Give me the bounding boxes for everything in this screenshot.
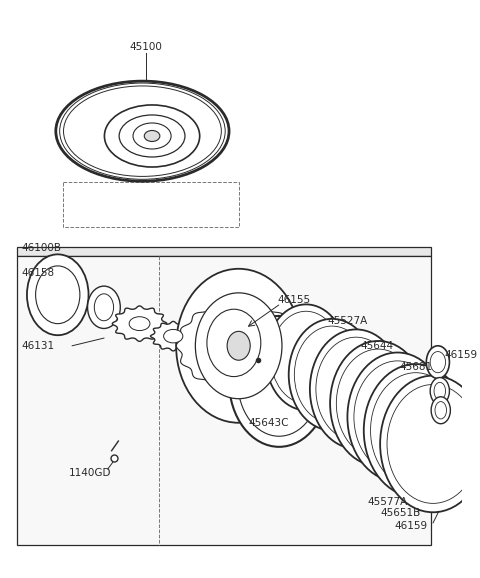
Ellipse shape (434, 383, 445, 399)
Ellipse shape (430, 351, 445, 373)
Polygon shape (112, 306, 167, 342)
Ellipse shape (36, 266, 80, 324)
Text: 45577A: 45577A (368, 497, 408, 507)
Ellipse shape (380, 376, 480, 512)
Ellipse shape (387, 384, 479, 503)
Ellipse shape (229, 316, 329, 447)
Ellipse shape (119, 115, 185, 157)
Ellipse shape (354, 361, 441, 473)
Ellipse shape (144, 131, 160, 142)
Polygon shape (17, 256, 431, 545)
Text: 46159: 46159 (444, 350, 478, 361)
Ellipse shape (426, 346, 449, 379)
Ellipse shape (56, 81, 229, 181)
Ellipse shape (371, 373, 461, 488)
Ellipse shape (336, 349, 420, 458)
Ellipse shape (133, 123, 171, 149)
Text: 45100: 45100 (130, 42, 163, 53)
Ellipse shape (87, 286, 120, 328)
Ellipse shape (94, 294, 114, 321)
Ellipse shape (330, 341, 426, 466)
Ellipse shape (431, 397, 450, 424)
Ellipse shape (164, 329, 183, 343)
Polygon shape (151, 321, 196, 351)
Ellipse shape (207, 309, 261, 377)
Polygon shape (62, 182, 239, 227)
Ellipse shape (316, 337, 396, 441)
Ellipse shape (310, 329, 402, 449)
Ellipse shape (176, 269, 301, 423)
Ellipse shape (294, 326, 370, 423)
Ellipse shape (271, 312, 341, 403)
Polygon shape (431, 348, 441, 425)
Polygon shape (17, 247, 431, 256)
Ellipse shape (364, 364, 468, 497)
Text: 46159: 46159 (395, 521, 428, 531)
Text: 45651B: 45651B (380, 508, 420, 518)
Text: 46100B: 46100B (21, 243, 61, 253)
Ellipse shape (195, 293, 282, 399)
Ellipse shape (265, 305, 347, 410)
Text: 45644: 45644 (361, 341, 394, 351)
Ellipse shape (435, 402, 446, 419)
Ellipse shape (348, 353, 447, 481)
Ellipse shape (227, 331, 250, 360)
Text: 45643C: 45643C (248, 418, 289, 428)
Ellipse shape (288, 319, 375, 431)
Text: 46155: 46155 (277, 295, 310, 305)
Ellipse shape (238, 327, 321, 436)
Ellipse shape (27, 254, 88, 335)
Ellipse shape (430, 377, 449, 405)
Ellipse shape (60, 83, 225, 179)
Text: 46158: 46158 (21, 268, 54, 277)
Text: 45527A: 45527A (327, 316, 368, 326)
Text: 46131: 46131 (21, 341, 54, 351)
Ellipse shape (105, 105, 200, 167)
Text: 1140GD: 1140GD (69, 468, 112, 478)
Ellipse shape (63, 86, 221, 176)
Polygon shape (176, 301, 301, 391)
Ellipse shape (129, 317, 150, 331)
Text: 45681: 45681 (399, 362, 432, 372)
